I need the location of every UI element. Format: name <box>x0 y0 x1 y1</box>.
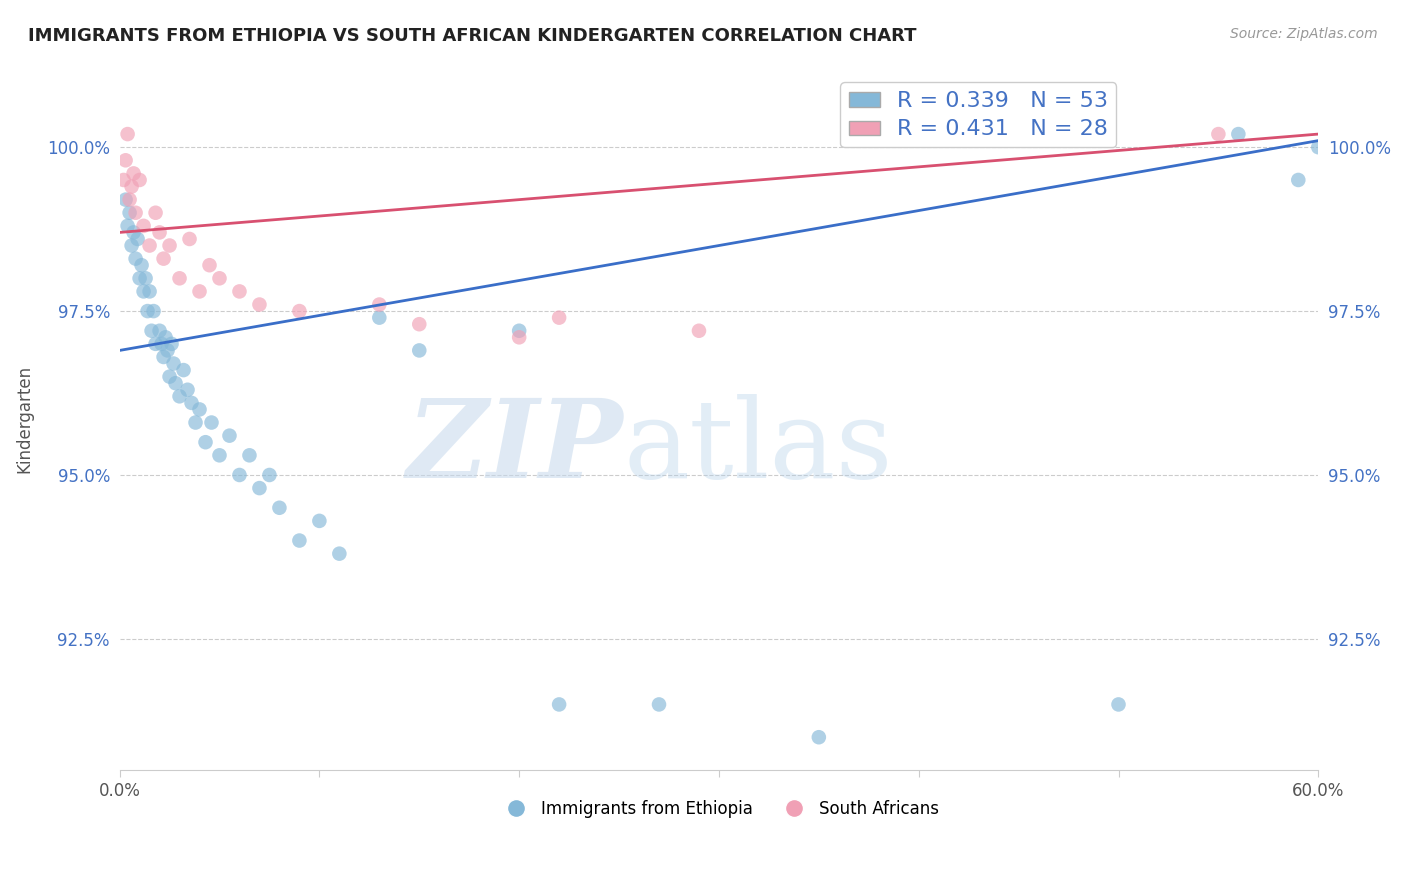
Point <box>138 285 160 299</box>
Point <box>142 304 165 318</box>
Point <box>179 232 201 246</box>
Point <box>548 698 571 712</box>
Point <box>548 310 571 325</box>
Point <box>188 402 211 417</box>
Point <box>128 271 150 285</box>
Point <box>218 428 240 442</box>
Point <box>228 467 250 482</box>
Point <box>176 383 198 397</box>
Point <box>160 337 183 351</box>
Point <box>117 127 139 141</box>
Point <box>114 193 136 207</box>
Point <box>150 337 173 351</box>
Point <box>408 343 430 358</box>
Point <box>1108 698 1130 712</box>
Point <box>156 343 179 358</box>
Point <box>1208 127 1230 141</box>
Point <box>180 396 202 410</box>
Point <box>328 547 350 561</box>
Point <box>132 285 155 299</box>
Point <box>238 448 260 462</box>
Point <box>148 324 170 338</box>
Point <box>117 219 139 233</box>
Point <box>131 258 153 272</box>
Point <box>121 179 143 194</box>
Point <box>135 271 157 285</box>
Point <box>148 226 170 240</box>
Point <box>508 330 530 344</box>
Point <box>124 206 146 220</box>
Point <box>141 324 163 338</box>
Point <box>145 206 167 220</box>
Point <box>114 153 136 168</box>
Point <box>1227 127 1250 141</box>
Y-axis label: Kindergarten: Kindergarten <box>15 365 32 474</box>
Point <box>194 435 217 450</box>
Point <box>173 363 195 377</box>
Point <box>138 238 160 252</box>
Text: IMMIGRANTS FROM ETHIOPIA VS SOUTH AFRICAN KINDERGARTEN CORRELATION CHART: IMMIGRANTS FROM ETHIOPIA VS SOUTH AFRICA… <box>28 27 917 45</box>
Point <box>155 330 177 344</box>
Point <box>184 416 207 430</box>
Point <box>200 416 222 430</box>
Point <box>288 304 311 318</box>
Point <box>159 369 181 384</box>
Point <box>249 481 271 495</box>
Point <box>208 448 231 462</box>
Point <box>145 337 167 351</box>
Point <box>1308 140 1330 154</box>
Point <box>122 226 145 240</box>
Point <box>169 271 191 285</box>
Point <box>269 500 291 515</box>
Point <box>159 238 181 252</box>
Point <box>136 304 159 318</box>
Point <box>127 232 149 246</box>
Point <box>1286 173 1309 187</box>
Point <box>122 166 145 180</box>
Point <box>408 317 430 331</box>
Point <box>688 324 710 338</box>
Point <box>118 193 141 207</box>
Legend: Immigrants from Ethiopia, South Africans: Immigrants from Ethiopia, South Africans <box>492 794 946 825</box>
Point <box>249 297 271 311</box>
Point <box>228 285 250 299</box>
Text: ZIP: ZIP <box>406 393 623 501</box>
Point <box>112 173 135 187</box>
Point <box>368 297 391 311</box>
Point <box>152 350 174 364</box>
Point <box>288 533 311 548</box>
Point <box>648 698 671 712</box>
Point <box>807 730 830 744</box>
Point <box>188 285 211 299</box>
Point <box>169 389 191 403</box>
Text: Source: ZipAtlas.com: Source: ZipAtlas.com <box>1230 27 1378 41</box>
Point <box>132 219 155 233</box>
Point <box>162 357 184 371</box>
Point <box>128 173 150 187</box>
Point <box>508 324 530 338</box>
Point <box>208 271 231 285</box>
Point <box>308 514 330 528</box>
Point <box>152 252 174 266</box>
Point <box>259 467 281 482</box>
Text: atlas: atlas <box>623 393 893 500</box>
Point <box>121 238 143 252</box>
Point <box>165 376 187 391</box>
Point <box>124 252 146 266</box>
Point <box>118 206 141 220</box>
Point <box>368 310 391 325</box>
Point <box>198 258 221 272</box>
